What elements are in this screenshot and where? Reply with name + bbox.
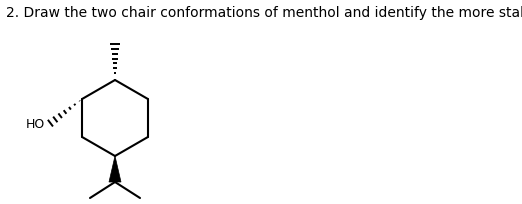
Polygon shape — [109, 156, 121, 182]
Text: 2. Draw the two chair conformations of menthol and identify the more stable conf: 2. Draw the two chair conformations of m… — [6, 6, 522, 20]
Text: HO: HO — [26, 119, 45, 132]
